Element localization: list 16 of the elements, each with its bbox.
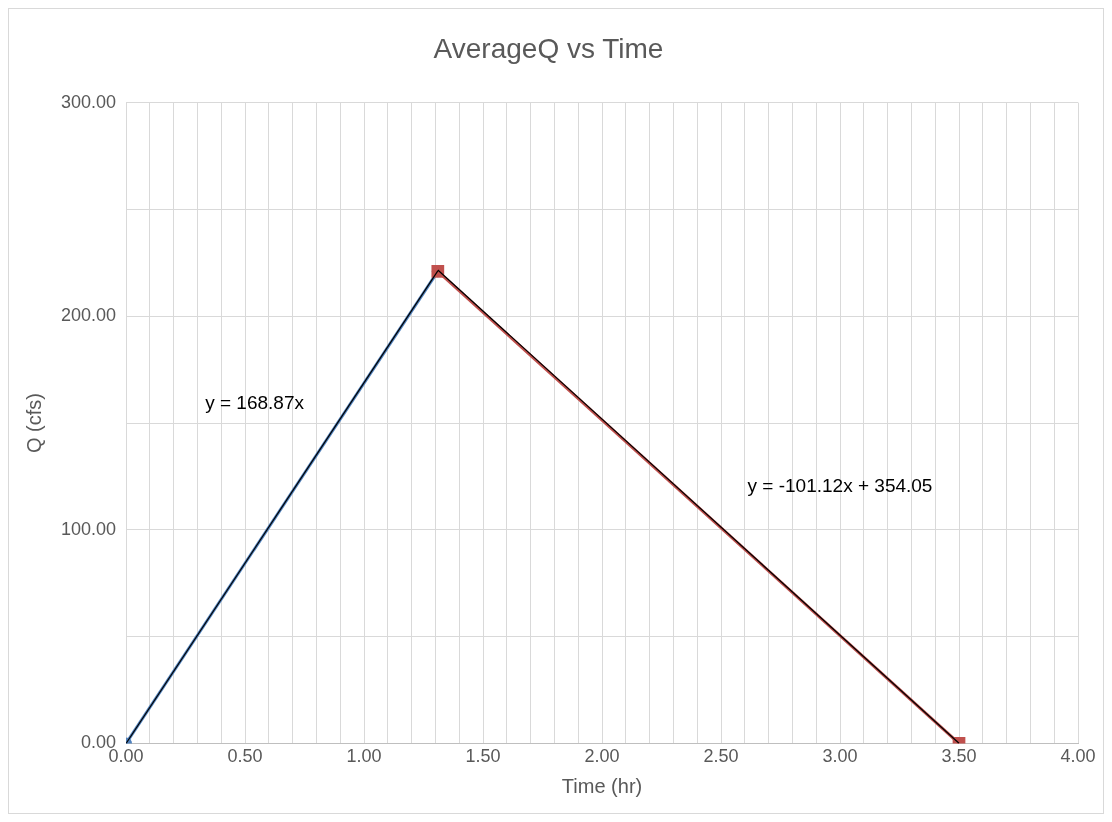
x-tick-label: 3.00 <box>822 746 858 767</box>
x-tick-label: 1.50 <box>465 746 501 767</box>
annotation: y = -101.12x + 354.05 <box>747 475 933 497</box>
x-tick-label: 3.50 <box>941 746 977 767</box>
x-tick-label: 2.50 <box>703 746 739 767</box>
y-axis-title: Q (cfs) <box>22 393 45 453</box>
x-tick-label: 2.00 <box>584 746 620 767</box>
y-tick-label: 300.00 <box>60 91 117 112</box>
y-tick-label: 100.00 <box>60 518 117 539</box>
x-tick-label: 1.00 <box>346 746 382 767</box>
chart-title: AverageQ vs Time <box>433 32 664 64</box>
y-tick-label: 200.00 <box>60 305 117 326</box>
x-tick-label: 4.00 <box>1060 746 1096 767</box>
annotation: y = 168.87x <box>205 392 305 414</box>
x-tick-label: 0.50 <box>227 746 263 767</box>
x-axis-title: Time (hr) <box>561 774 643 797</box>
